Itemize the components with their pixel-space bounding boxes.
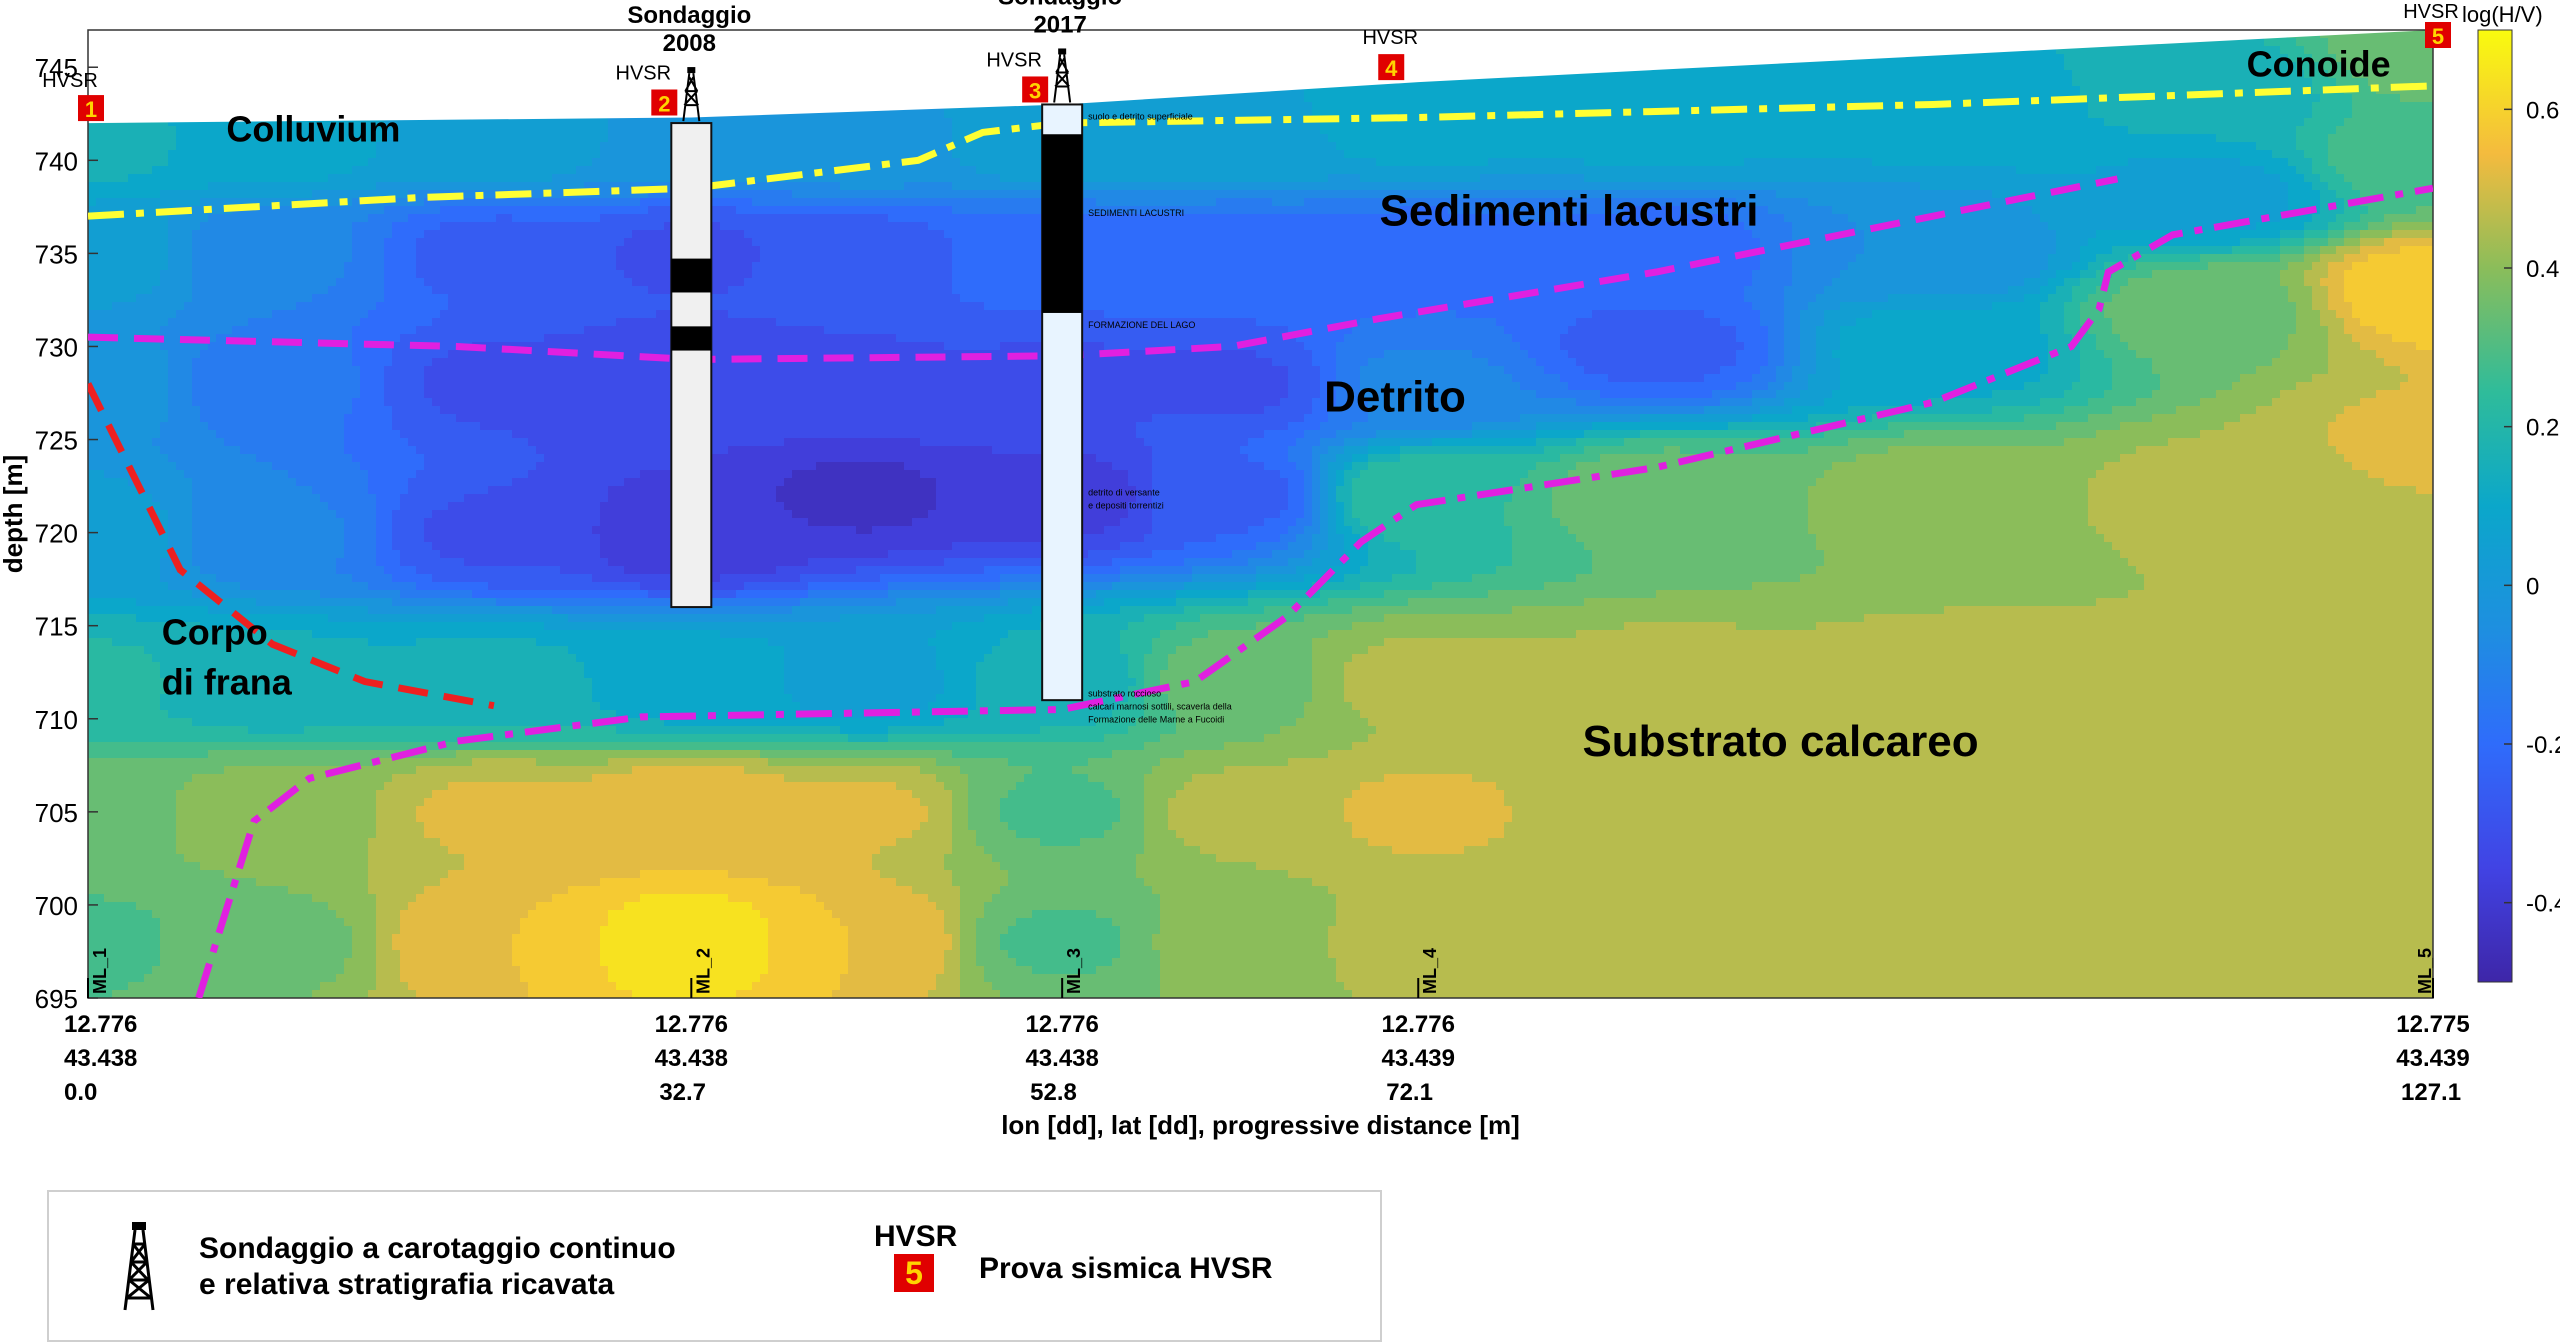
- x-tick-dist: 127.1: [2401, 1079, 2461, 1106]
- colorbar-tick-label: 0.6: [2526, 97, 2559, 124]
- hvsr-number: 4: [1385, 56, 1398, 81]
- hvsr-number: 5: [2432, 24, 2444, 49]
- x-tick-lat: 43.439: [1382, 1045, 1455, 1072]
- region-label: Detrito: [1324, 373, 1466, 422]
- hvsr-number: 1: [85, 97, 97, 122]
- x-tick-lon: 12.776: [655, 1011, 728, 1038]
- colorbar-tick-label: 0.4: [2526, 256, 2559, 283]
- borehole-year: 2008: [663, 30, 716, 57]
- y-tick-label: 710: [35, 705, 78, 735]
- tower-cap: [1058, 48, 1066, 54]
- borehole-log-note: substrato roccioso: [1088, 688, 1161, 698]
- x-axis-label: lon [dd], lat [dd], progressive distance…: [1001, 1110, 1520, 1140]
- borehole-band: [671, 326, 711, 350]
- x-tick-lon: 12.776: [1382, 1011, 1455, 1038]
- region-label: Sedimenti lacustri: [1380, 186, 1759, 235]
- x-tick-lat: 43.438: [655, 1045, 728, 1072]
- borehole-log: [671, 123, 711, 607]
- y-tick-label: 720: [35, 519, 78, 549]
- hvsr-number: 3: [1029, 78, 1041, 103]
- colorbar-tick-label: 0.2: [2526, 415, 2559, 442]
- borehole-log-note: FORMAZIONE DEL LAGO: [1088, 320, 1195, 330]
- borehole-label: Sondaggio: [627, 2, 751, 29]
- borehole-band: [1042, 134, 1082, 313]
- hvsr-tag: HVSR: [42, 70, 98, 92]
- legend-borehole-text-2: e relativa stratigrafia ricavata: [199, 1266, 614, 1304]
- hv-contour-field: [88, 30, 2441, 999]
- y-axis-label: depth [m]: [0, 455, 28, 573]
- x-tick-lon: 12.776: [1025, 1011, 1098, 1038]
- station-label: ML_2: [693, 948, 713, 994]
- station-label: ML_4: [1420, 948, 1440, 994]
- borehole-log-note: SEDIMENTI LACUSTRI: [1088, 208, 1184, 218]
- borehole-log-note: e depositi torrentizi: [1088, 500, 1164, 510]
- y-tick-label: 700: [35, 891, 78, 921]
- x-tick-lon: 12.776: [64, 1011, 137, 1038]
- hvsr-tag: HVSR: [616, 62, 672, 84]
- region-label: Corpo: [162, 611, 268, 652]
- x-tick-dist: 72.1: [1386, 1079, 1433, 1106]
- borehole-log-note: detrito di versante: [1088, 487, 1160, 497]
- colorbar: [2478, 30, 2512, 982]
- x-tick-lat: 43.438: [64, 1045, 137, 1072]
- y-tick-label: 715: [35, 612, 78, 642]
- borehole-log-note: suolo e detrito superficiale: [1088, 111, 1193, 121]
- region-label: Conoide: [2247, 44, 2391, 85]
- region-label: Substrato calcareo: [1582, 717, 1978, 766]
- colorbar-tick-label: 0: [2526, 573, 2539, 600]
- borehole-year: 2017: [1033, 11, 1086, 38]
- x-tick-lat: 43.438: [1025, 1045, 1098, 1072]
- region-label: Colluvium: [226, 109, 400, 150]
- x-tick-dist: 52.8: [1030, 1079, 1077, 1106]
- x-tick-dist: 32.7: [659, 1079, 706, 1106]
- colorbar-label: log(H/V): [2462, 2, 2543, 27]
- legend-borehole-text-1: Sondaggio a carotaggio continuo: [199, 1230, 676, 1268]
- borehole-log-note: Formazione delle Marne a Fucoidi: [1088, 714, 1224, 724]
- y-tick-label: 740: [35, 146, 78, 176]
- station-label: ML_5: [2415, 948, 2435, 994]
- colorbar-tick-label: -0.2: [2526, 732, 2560, 759]
- legend: Sondaggio a carotaggio continuo e relati…: [47, 1190, 1382, 1342]
- colorbar-tick-label: -0.4: [2526, 891, 2560, 918]
- hvsr-tag: HVSR: [1362, 27, 1418, 49]
- hvsr-tag: HVSR: [2403, 1, 2459, 23]
- y-tick-label: 695: [35, 984, 78, 1014]
- borehole-label: Sondaggio: [998, 0, 1122, 10]
- y-tick-label: 705: [35, 798, 78, 828]
- legend-hvsr-text: Prova sismica HVSR: [979, 1250, 1272, 1288]
- borehole-band: [671, 259, 711, 293]
- x-tick-lat: 43.439: [2396, 1045, 2469, 1072]
- hvsr-tag: HVSR: [986, 49, 1042, 71]
- x-tick-lon: 12.775: [2396, 1011, 2469, 1038]
- y-tick-label: 735: [35, 239, 78, 269]
- x-tick-dist: 0.0: [64, 1079, 97, 1106]
- borehole-log-note: calcari marnosi sottili, scaverla della: [1088, 701, 1232, 711]
- y-tick-label: 730: [35, 332, 78, 362]
- station-label: ML_1: [90, 948, 110, 994]
- legend-hvsr-badge: 5: [894, 1254, 934, 1292]
- station-label: ML_3: [1064, 948, 1084, 994]
- tower-cap: [687, 67, 695, 73]
- region-label: di frana: [162, 662, 293, 703]
- legend-hvsr-tag: HVSR: [874, 1220, 957, 1254]
- hvsr-number: 2: [658, 91, 670, 116]
- drill-tower-icon: [121, 1222, 157, 1312]
- y-tick-label: 725: [35, 426, 78, 456]
